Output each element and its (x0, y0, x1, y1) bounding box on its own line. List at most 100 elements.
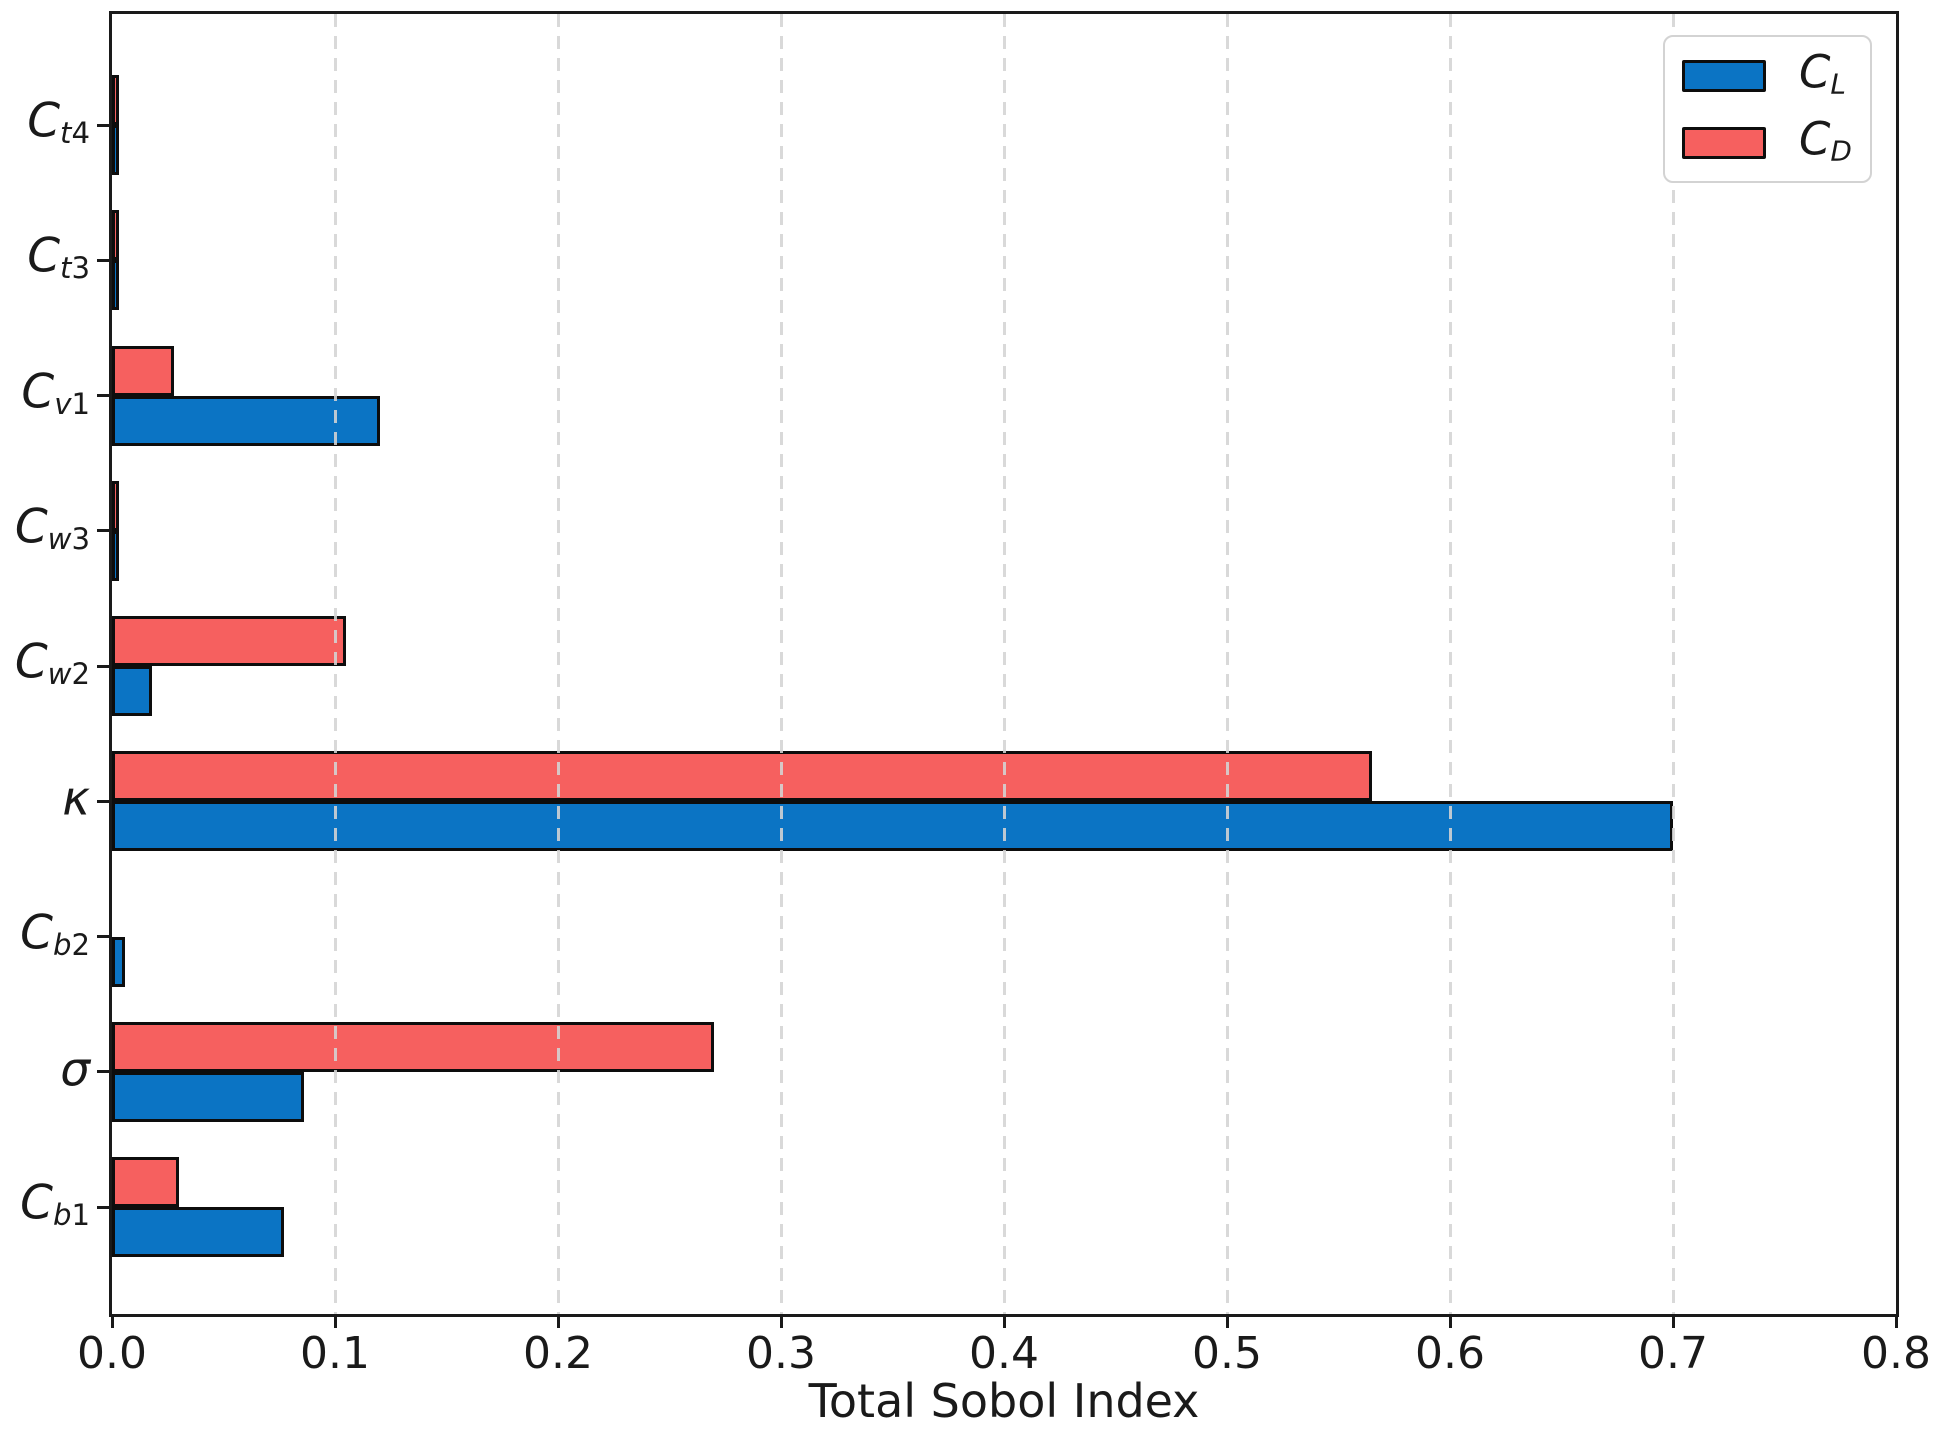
x-tick-label-0.4: 0.4 (969, 1328, 1039, 1379)
subscript-digit: 3 (71, 521, 90, 556)
y-tick-C_w2 (97, 664, 112, 668)
subscript-letter: L (1830, 67, 1846, 101)
legend: CL CD (1663, 35, 1872, 183)
legend-swatch-C_L (1682, 60, 1766, 92)
label-base: C (1799, 45, 1831, 99)
y-tick-label-C_t4: Ct4 (0, 98, 90, 149)
x-tick-0.0 (110, 1314, 114, 1328)
x-tick-label-0.0: 0.0 (77, 1328, 147, 1379)
bar-C_L-C_w3 (112, 530, 119, 581)
bar-C_D-C_b1 (112, 1157, 179, 1207)
subscript-digit: 2 (71, 657, 90, 692)
x-tick-label-0.2: 0.2 (523, 1328, 593, 1379)
label-base: C (20, 1175, 53, 1231)
x-tick-0.2 (556, 1314, 560, 1328)
legend-label-C_L: CL (1799, 50, 1846, 99)
y-tick-label-κ: κ (0, 776, 90, 823)
bar-C_D-C_v1 (112, 345, 175, 396)
label-base: C (14, 499, 48, 555)
bar-C_L-C_b1 (112, 1207, 284, 1257)
subscript-digit: 3 (71, 251, 90, 286)
bar-C_D-κ (112, 751, 1372, 802)
gridline-0.5 (1225, 14, 1229, 1314)
subscript-digit: 2 (71, 927, 90, 962)
legend-swatch-C_D (1682, 127, 1766, 159)
x-tick-label-0.3: 0.3 (746, 1328, 816, 1379)
y-tick-C_b1 (97, 1205, 112, 1209)
subscript-letter: b (52, 1198, 72, 1233)
bar-C_L-C_b2 (112, 936, 126, 987)
y-tick-label-C_w2: Cw2 (0, 639, 90, 690)
label-base: C (27, 228, 61, 284)
x-tick-0.6 (1448, 1314, 1452, 1328)
x-tick-label-0.5: 0.5 (1192, 1328, 1262, 1379)
label-base: σ (60, 1042, 90, 1098)
label-base: C (21, 364, 55, 420)
y-tick-label-σ: σ (0, 1046, 90, 1093)
subscript-letter: b (52, 927, 72, 962)
subscript-letter: w (47, 657, 72, 692)
plot-frame (109, 11, 1899, 1317)
subscript-letter: w (47, 521, 72, 556)
y-tick-label-C_b1: Cb1 (0, 1180, 90, 1231)
label-subscript: t4 (60, 116, 90, 150)
bar-C_L-κ (112, 801, 1673, 852)
y-tick-C_w3 (97, 529, 112, 533)
bar-C_L-C_w2 (112, 666, 153, 716)
bar-C_L-C_t3 (112, 260, 119, 311)
label-subscript: D (1830, 135, 1851, 168)
x-tick-label-0.1: 0.1 (300, 1328, 370, 1379)
label-subscript: w3 (48, 522, 90, 556)
subscript-digit: 4 (71, 116, 90, 151)
gridline-0.4 (1002, 14, 1006, 1314)
bar-C_D-C_t3 (112, 210, 119, 261)
label-base: κ (62, 771, 90, 827)
y-tick-C_t3 (97, 258, 112, 262)
bar-C_L-C_v1 (112, 395, 380, 446)
subscript-letter: D (1830, 134, 1852, 168)
x-axis-title: Total Sobol Index (808, 1374, 1200, 1428)
y-tick-label-C_t3: Ct3 (0, 233, 90, 284)
label-subscript: b2 (53, 928, 90, 962)
y-tick-σ (97, 1070, 112, 1074)
label-base: C (27, 93, 61, 149)
bar-C_D-C_w3 (112, 480, 119, 531)
x-tick-0.5 (1225, 1314, 1229, 1328)
label-subscript: w2 (48, 657, 90, 691)
x-tick-0.7 (1671, 1314, 1675, 1328)
y-tick-κ (97, 799, 112, 803)
x-tick-label-0.7: 0.7 (1638, 1328, 1708, 1379)
label-subscript: v1 (54, 387, 90, 421)
label-subscript: L (1830, 68, 1846, 101)
gridline-0.6 (1448, 14, 1452, 1314)
x-tick-label-0.6: 0.6 (1415, 1328, 1485, 1379)
gridline-0.2 (556, 14, 560, 1314)
y-tick-label-C_b2: Cb2 (0, 909, 90, 960)
x-tick-0.8 (1894, 1314, 1898, 1328)
bar-C_D-C_w2 (112, 616, 347, 666)
bar-C_D-C_t4 (112, 75, 119, 125)
y-tick-label-C_v1: Cv1 (0, 368, 90, 419)
y-tick-C_b2 (97, 935, 112, 938)
label-base: C (14, 634, 48, 690)
label-base: C (20, 905, 53, 961)
subscript-letter: v (54, 386, 72, 421)
y-tick-C_t4 (97, 123, 112, 127)
bar-C_L-C_t4 (112, 125, 119, 175)
x-tick-0.3 (779, 1314, 783, 1328)
x-tick-0.4 (1002, 1314, 1006, 1328)
gridline-0.3 (779, 14, 783, 1314)
label-subscript: t3 (60, 251, 90, 285)
y-tick-label-C_w3: Cw3 (0, 503, 90, 554)
x-tick-label-0.8: 0.8 (1861, 1328, 1931, 1379)
subscript-digit: 1 (71, 1198, 90, 1233)
subscript-digit: 1 (71, 386, 90, 421)
y-tick-C_v1 (97, 394, 112, 397)
subscript-letter: t (60, 116, 72, 151)
x-tick-0.1 (333, 1314, 337, 1328)
subscript-letter: t (60, 251, 72, 286)
legend-label-C_D: CD (1799, 117, 1852, 166)
bar-C_D-σ (112, 1021, 715, 1072)
label-subscript: b1 (53, 1198, 90, 1232)
